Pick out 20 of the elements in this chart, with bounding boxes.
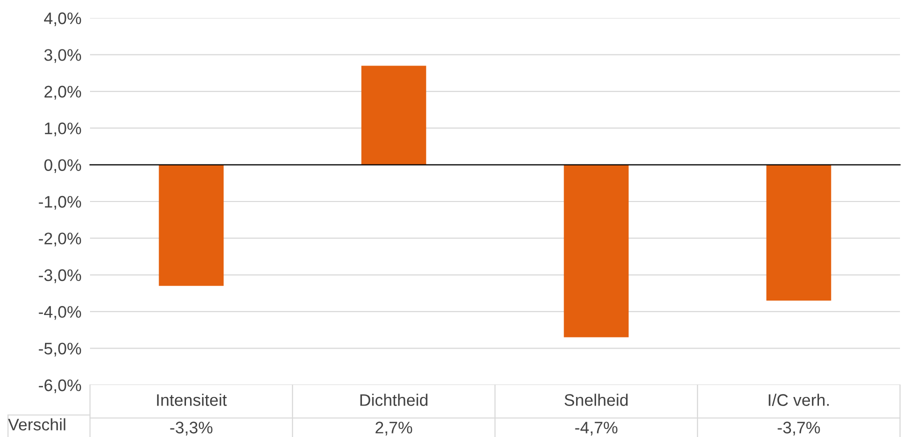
data-label: -3,7% — [778, 422, 820, 436]
y-tick-label: -6,0% — [38, 379, 82, 394]
x-tick-label: Snelheid — [564, 394, 628, 406]
x-tick-label: Intensiteit — [157, 394, 227, 406]
x-tick-label: Dichtheid — [360, 394, 428, 406]
y-tick-label: -3,0% — [38, 269, 82, 284]
data-label: -4,7% — [575, 422, 618, 436]
data-label: -3,3% — [170, 422, 212, 436]
y-tick-label: -4,0% — [38, 306, 82, 320]
data-label: 2,7% — [376, 422, 412, 436]
y-tick-label: -1,0% — [38, 196, 82, 210]
text: Verschil — [8, 418, 66, 430]
x-tick-label: I/C verh. — [768, 394, 829, 406]
y-tick-label: 1,0% — [44, 122, 82, 136]
y-tick-label: 2,0% — [44, 86, 82, 100]
y-tick-label: 4,0% — [44, 12, 82, 26]
y-tick-label: -5,0% — [38, 342, 82, 356]
y-tick-label: 3,0% — [44, 49, 82, 63]
y-tick-label: -2,0% — [38, 232, 82, 246]
y-tick-label: 0,0% — [44, 159, 82, 173]
